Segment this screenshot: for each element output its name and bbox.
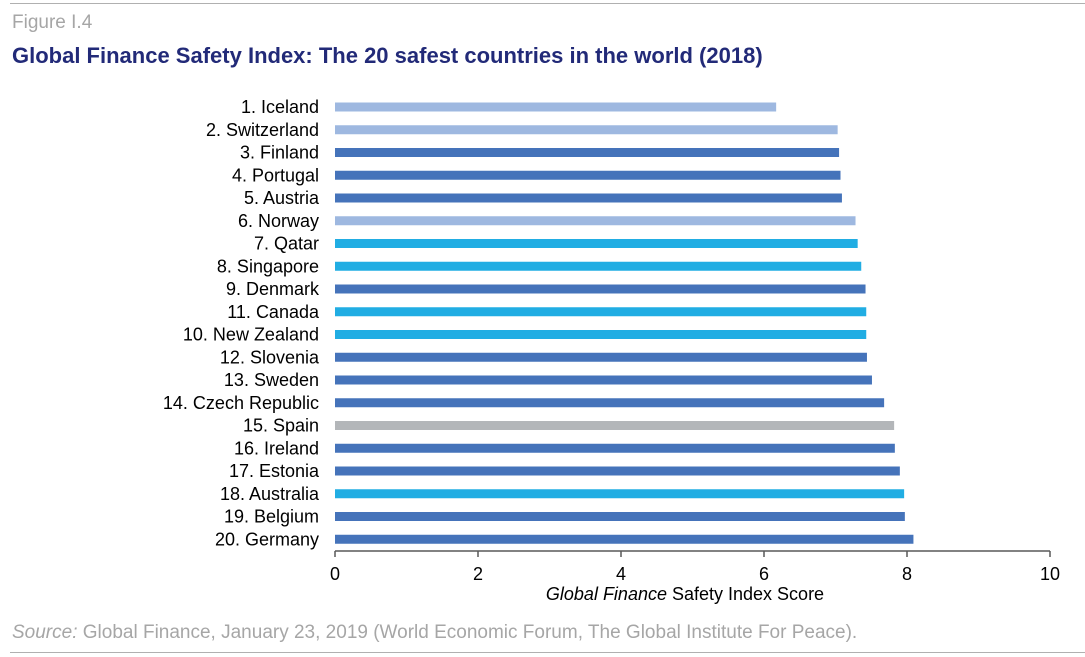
x-tick-label: 0 (330, 564, 340, 584)
category-label: 8. Singapore (217, 256, 319, 276)
bar (335, 489, 905, 499)
source-prefix: Source: (12, 622, 78, 643)
category-label: 5. Austria (244, 188, 320, 208)
bar (335, 330, 867, 339)
category-label: 14. Czech Republic (163, 393, 319, 413)
category-label: 12. Slovenia (220, 347, 320, 367)
bar (335, 125, 838, 135)
bar (335, 375, 872, 385)
bar (335, 170, 841, 180)
category-label: 16. Ireland (234, 438, 319, 458)
bar (335, 512, 905, 521)
chart-title: Global Finance Safety Index: The 20 safe… (12, 43, 763, 68)
x-tick-label: 2 (473, 564, 483, 584)
bar (335, 466, 900, 476)
category-label: 3. Finland (240, 143, 319, 163)
category-label: 7. Qatar (254, 234, 319, 254)
x-tick-label: 6 (759, 564, 769, 584)
x-tick-label: 4 (616, 564, 626, 584)
bar (335, 443, 895, 453)
bar (335, 102, 777, 112)
category-label: 2. Switzerland (206, 120, 319, 140)
bar (335, 216, 856, 226)
top-rule (10, 3, 1085, 4)
bar (335, 534, 914, 544)
bar (335, 261, 862, 271)
category-label: 13. Sweden (224, 370, 319, 390)
figure-label: Figure I.4 (12, 12, 93, 33)
x-tick-label: 10 (1040, 564, 1060, 584)
x-axis-label: Global Finance Safety Index Score (546, 584, 824, 604)
bar (335, 148, 840, 157)
category-label: 20. Germany (215, 529, 319, 549)
category-label: 18. Australia (220, 484, 320, 504)
bar (335, 239, 858, 248)
category-label: 19. Belgium (224, 507, 319, 527)
source-note: Source: Global Finance, January 23, 2019… (12, 622, 857, 644)
source-text: Global Finance, January 23, 2019 (World … (77, 622, 858, 643)
bar (335, 284, 866, 294)
bar (335, 307, 867, 317)
category-label: 15. Spain (243, 416, 319, 436)
category-label: 11. Canada (227, 302, 320, 322)
bar (335, 193, 842, 203)
bar (335, 352, 867, 362)
bar (335, 421, 895, 430)
category-label: 6. Norway (238, 211, 319, 231)
category-label: 9. Denmark (226, 279, 320, 299)
x-tick-label: 8 (902, 564, 912, 584)
category-label: 4. Portugal (232, 165, 319, 185)
category-label: 10. New Zealand (183, 325, 319, 345)
bottom-rule (10, 652, 1085, 653)
category-label: 1. Iceland (241, 97, 319, 117)
category-label: 17. Estonia (229, 461, 320, 481)
bar (335, 398, 885, 408)
